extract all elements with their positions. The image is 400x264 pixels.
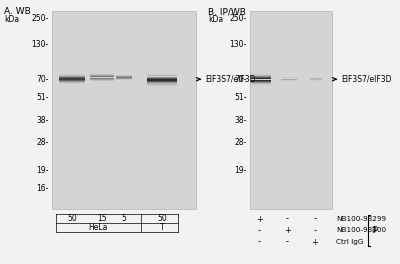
Bar bbox=[147, 81, 177, 82]
Text: -: - bbox=[313, 226, 316, 235]
Text: T: T bbox=[160, 223, 164, 232]
Bar bbox=[90, 80, 114, 81]
Text: 51-: 51- bbox=[36, 93, 49, 102]
Bar bbox=[116, 79, 132, 80]
Text: +: + bbox=[311, 238, 318, 247]
Bar bbox=[116, 76, 132, 77]
Bar bbox=[147, 78, 177, 79]
Bar bbox=[281, 79, 297, 80]
Bar bbox=[90, 79, 114, 80]
Bar bbox=[116, 80, 132, 81]
Bar bbox=[116, 74, 132, 75]
Bar bbox=[250, 11, 332, 209]
Text: 19-: 19- bbox=[36, 166, 49, 175]
Text: 50: 50 bbox=[67, 214, 77, 223]
Text: 38-: 38- bbox=[36, 116, 49, 125]
Text: HeLa: HeLa bbox=[88, 223, 108, 232]
Bar bbox=[59, 74, 85, 75]
Bar bbox=[147, 83, 177, 84]
Bar bbox=[281, 80, 297, 81]
Text: 250-: 250- bbox=[32, 14, 49, 23]
Text: Ctrl IgG: Ctrl IgG bbox=[336, 239, 364, 245]
Bar bbox=[251, 84, 271, 85]
Bar bbox=[59, 76, 85, 77]
Bar bbox=[59, 79, 85, 80]
Text: IP: IP bbox=[371, 226, 378, 235]
Bar bbox=[251, 76, 271, 77]
Text: -: - bbox=[286, 215, 289, 224]
Bar bbox=[310, 80, 322, 81]
Text: 130-: 130- bbox=[230, 40, 247, 49]
Text: -: - bbox=[258, 238, 261, 247]
Text: 250-: 250- bbox=[230, 14, 247, 23]
Text: 38-: 38- bbox=[234, 116, 247, 125]
Text: -: - bbox=[313, 215, 316, 224]
Text: 50: 50 bbox=[157, 214, 167, 223]
Text: 19-: 19- bbox=[234, 166, 247, 175]
Text: kDa: kDa bbox=[208, 15, 223, 23]
Bar bbox=[59, 77, 85, 78]
Text: NB100-93300: NB100-93300 bbox=[336, 228, 386, 233]
Text: 15: 15 bbox=[97, 214, 107, 223]
Text: A. WB: A. WB bbox=[4, 7, 31, 16]
Bar bbox=[281, 76, 297, 77]
Bar bbox=[251, 73, 271, 74]
Bar bbox=[59, 78, 85, 79]
Bar bbox=[147, 74, 177, 75]
Bar bbox=[147, 82, 177, 83]
Text: 28-: 28- bbox=[234, 138, 247, 147]
Text: -: - bbox=[286, 238, 289, 247]
Bar bbox=[147, 73, 177, 74]
Bar bbox=[147, 86, 177, 87]
Bar bbox=[251, 82, 271, 83]
Text: 51-: 51- bbox=[234, 93, 247, 102]
Bar bbox=[147, 77, 177, 78]
Text: B. IP/WB: B. IP/WB bbox=[208, 7, 246, 16]
Text: +: + bbox=[284, 226, 291, 235]
Bar bbox=[90, 75, 114, 76]
Bar bbox=[59, 75, 85, 76]
Bar bbox=[251, 85, 271, 86]
Bar bbox=[116, 78, 132, 79]
Bar bbox=[147, 80, 177, 81]
Bar bbox=[90, 77, 114, 78]
Bar bbox=[59, 73, 85, 74]
Text: +: + bbox=[256, 215, 263, 224]
Bar bbox=[281, 77, 297, 78]
Bar bbox=[52, 11, 196, 209]
Bar bbox=[116, 77, 132, 78]
Bar bbox=[90, 78, 114, 79]
Bar bbox=[147, 85, 177, 86]
Text: EIF3S7/eIF3D: EIF3S7/eIF3D bbox=[205, 75, 256, 84]
Bar bbox=[90, 76, 114, 77]
Bar bbox=[310, 79, 322, 80]
Text: NB100-93299: NB100-93299 bbox=[336, 216, 386, 222]
Text: 130-: 130- bbox=[32, 40, 49, 49]
Text: 16-: 16- bbox=[36, 184, 49, 193]
Bar bbox=[281, 78, 297, 79]
Bar bbox=[59, 80, 85, 81]
Bar bbox=[59, 81, 85, 82]
Bar bbox=[251, 83, 271, 84]
Bar bbox=[147, 79, 177, 80]
Text: 28-: 28- bbox=[36, 138, 49, 147]
Bar bbox=[147, 76, 177, 77]
Text: -: - bbox=[258, 226, 261, 235]
Bar bbox=[251, 81, 271, 82]
Bar bbox=[251, 77, 271, 78]
Bar bbox=[251, 74, 271, 75]
Text: kDa: kDa bbox=[4, 15, 19, 23]
Text: 70-: 70- bbox=[36, 75, 49, 84]
Bar bbox=[310, 78, 322, 79]
Bar bbox=[90, 74, 114, 75]
Bar bbox=[251, 79, 271, 81]
Bar bbox=[251, 75, 271, 76]
Bar bbox=[251, 78, 271, 79]
Text: 70-: 70- bbox=[234, 75, 247, 84]
Text: EIF3S7/eIF3D: EIF3S7/eIF3D bbox=[341, 75, 392, 84]
Bar bbox=[116, 75, 132, 76]
Bar bbox=[59, 82, 85, 83]
Text: 5: 5 bbox=[122, 214, 126, 223]
Bar bbox=[281, 81, 297, 82]
